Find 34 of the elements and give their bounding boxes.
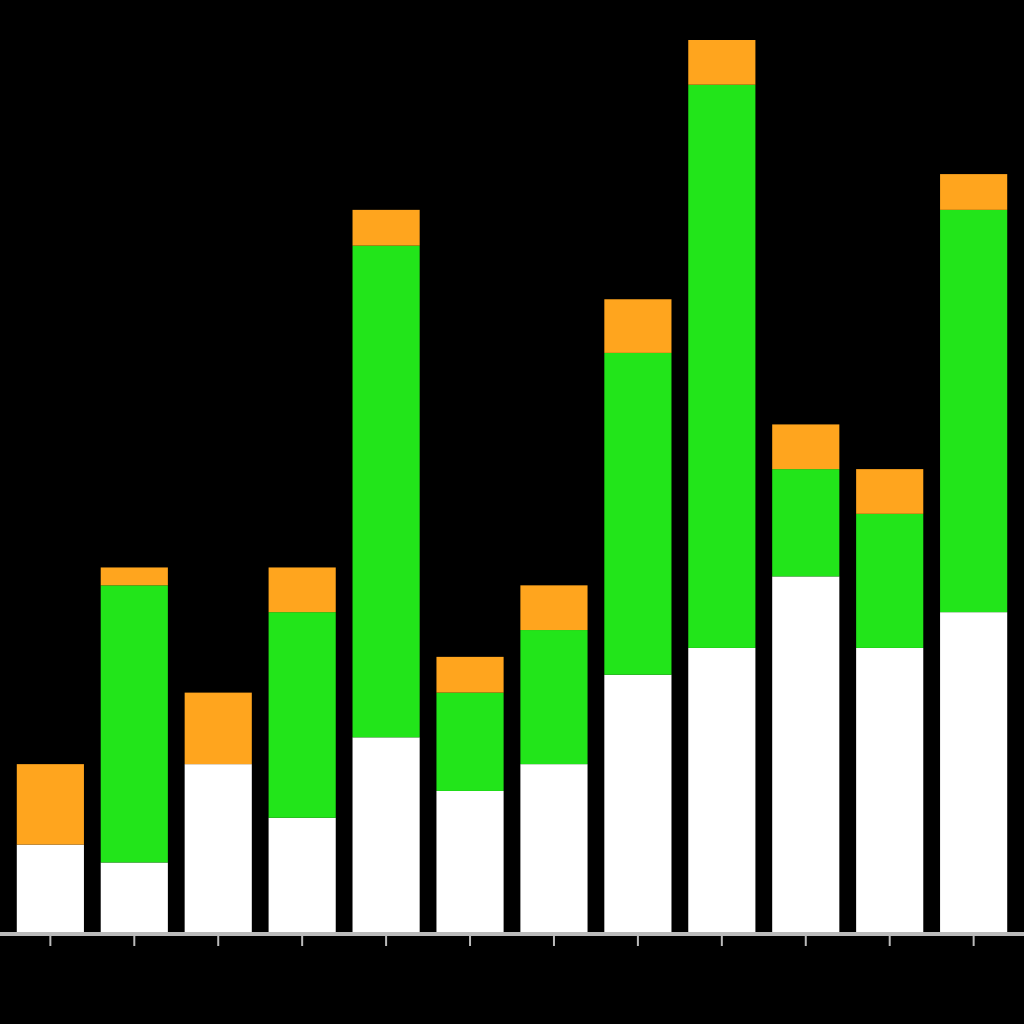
bar — [268, 817, 336, 934]
bar — [436, 790, 504, 934]
bar — [184, 692, 252, 765]
bar — [352, 737, 420, 934]
bar — [856, 647, 924, 934]
bar — [16, 764, 84, 845]
bar — [856, 513, 924, 648]
bar — [436, 656, 504, 693]
bar — [940, 174, 1008, 210]
bar — [520, 585, 588, 631]
bar — [100, 567, 168, 586]
bar — [604, 352, 672, 675]
bar — [268, 567, 336, 613]
bar — [184, 764, 252, 934]
bar — [16, 844, 84, 934]
bar — [772, 469, 840, 577]
bar — [940, 612, 1008, 934]
bar — [688, 40, 756, 85]
bar — [604, 299, 672, 353]
bar — [856, 469, 924, 514]
bar — [436, 692, 504, 791]
bar — [940, 209, 1008, 613]
bar — [772, 576, 840, 934]
bar — [520, 630, 588, 765]
bar — [520, 764, 588, 934]
bar — [100, 862, 168, 934]
bar — [352, 245, 420, 738]
bar — [688, 647, 756, 934]
bar — [100, 585, 168, 863]
bar — [604, 674, 672, 934]
bar — [688, 84, 756, 648]
bar — [268, 612, 336, 818]
bar — [772, 424, 840, 470]
bar — [352, 209, 420, 246]
